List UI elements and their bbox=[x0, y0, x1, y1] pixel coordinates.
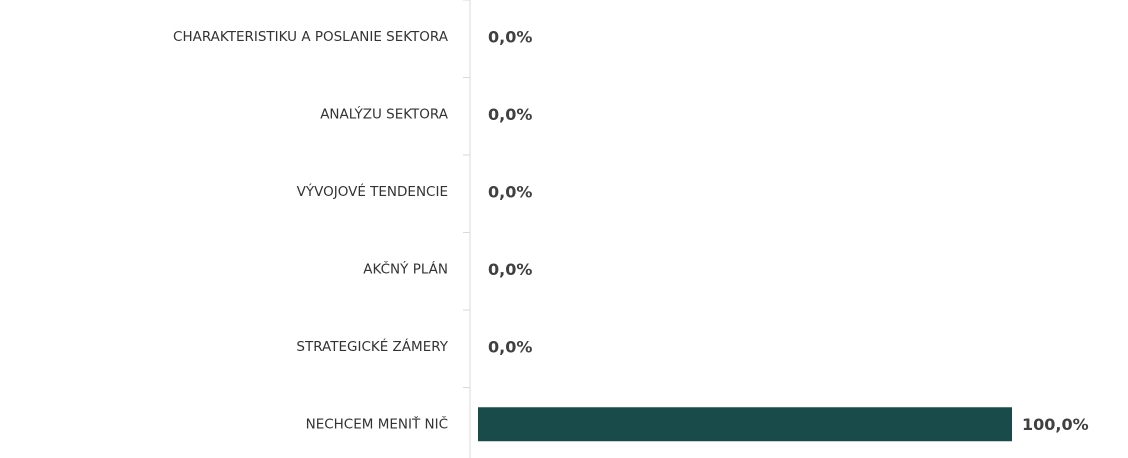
value-label: 0,0% bbox=[488, 260, 532, 279]
value-label: 0,0% bbox=[488, 182, 532, 201]
category-label: AKČNÝ PLÁN bbox=[363, 259, 448, 277]
category-label: ANALÝZU SEKTORA bbox=[320, 105, 449, 122]
value-label: 100,0% bbox=[1022, 415, 1089, 434]
category-label: CHARAKTERISTIKU A POSLANIE SEKTORA bbox=[173, 29, 449, 45]
category-label: VÝVOJOVÉ TENDENCIE bbox=[297, 183, 448, 200]
value-label: 0,0% bbox=[488, 105, 532, 124]
value-label: 0,0% bbox=[488, 337, 532, 356]
bar bbox=[478, 407, 1012, 442]
category-label: STRATEGICKÉ ZÁMERY bbox=[296, 338, 448, 355]
value-label: 0,0% bbox=[488, 27, 532, 46]
category-label: NECHCEM MENIŤ NIČ bbox=[306, 414, 448, 432]
